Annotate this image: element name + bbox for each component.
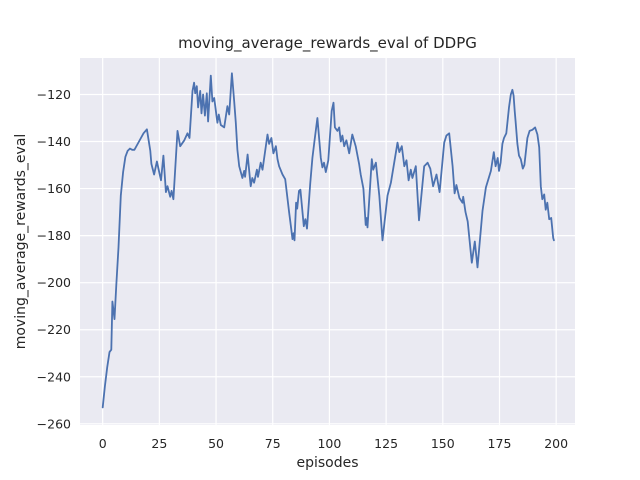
y-tick-label: −180 [37, 228, 71, 243]
x-tick-label: 125 [374, 436, 398, 451]
y-tick-label: −160 [37, 181, 71, 196]
x-axis-label: episodes [296, 455, 358, 471]
y-tick-label: −260 [37, 416, 71, 431]
x-tick-label: 25 [151, 436, 167, 451]
x-tick-label: 75 [265, 436, 281, 451]
series-line-moving_average_rewards_eval [101, 72, 555, 409]
series-lines [101, 72, 555, 409]
y-axis-label: moving_average_rewards_eval [13, 134, 29, 350]
x-tick-label: 100 [317, 436, 341, 451]
y-tick-label: −120 [37, 87, 71, 102]
x-tick-label: 200 [544, 436, 568, 451]
x-tick-label: 50 [208, 436, 224, 451]
y-tick-label: −240 [37, 369, 71, 384]
x-tick-label: 175 [488, 436, 512, 451]
x-tick-label: 0 [99, 436, 107, 451]
plot-area [80, 58, 575, 425]
x-tick-labels: 0 25 50 75 100 125 150 175 200 [99, 436, 568, 451]
y-tick-label: −220 [37, 322, 71, 337]
y-tick-label: −200 [37, 275, 71, 290]
y-tick-labels: −120 −140 −160 −180 −200 −220 −240 −260 [37, 87, 71, 431]
x-tick-label: 150 [431, 436, 455, 451]
chart-title: moving_average_rewards_eval of DDPG [178, 34, 477, 53]
gridlines [80, 58, 575, 425]
axes-background [80, 58, 575, 425]
y-tick-label: −140 [37, 134, 71, 149]
